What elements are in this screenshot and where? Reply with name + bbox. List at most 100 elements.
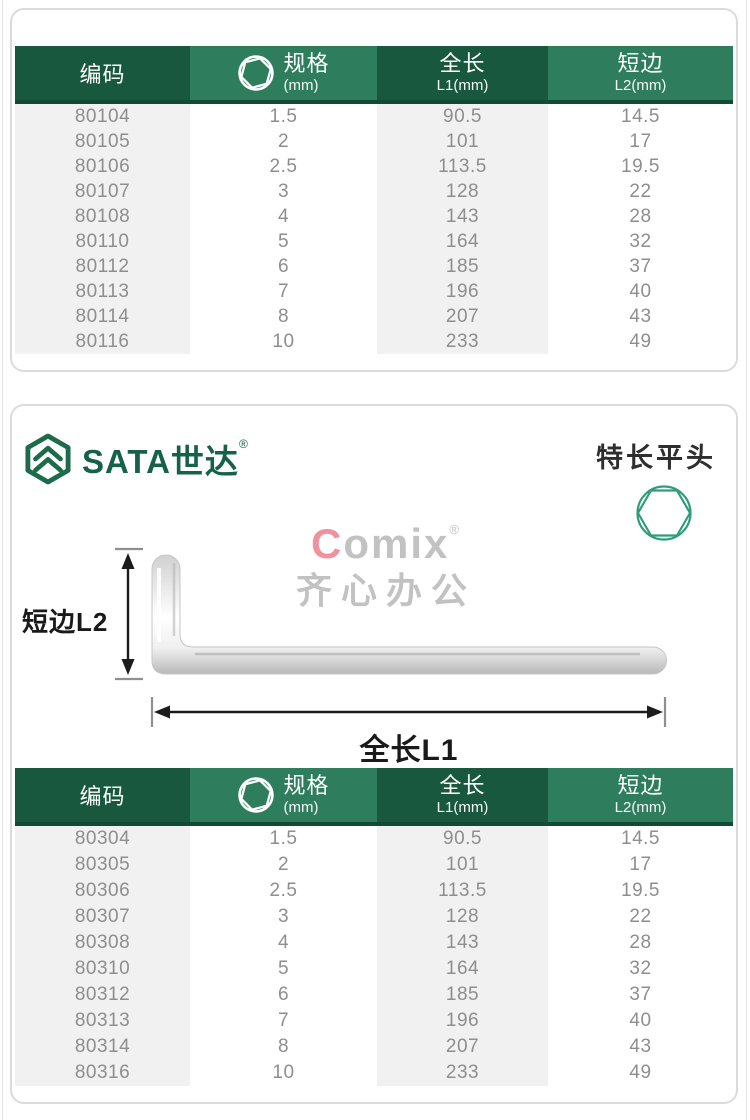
table-cell: 6 xyxy=(277,256,290,277)
table-cell: 80105 xyxy=(15,129,190,154)
table-row: 80316 10 233 49 xyxy=(15,1060,733,1086)
table-cell: 6 xyxy=(277,984,290,1005)
hex-profile-icon xyxy=(634,483,694,543)
table-cell: 49 xyxy=(629,331,652,352)
table-row: 80104 1.5 90.5 14.5 xyxy=(15,104,733,129)
table-cell: 37 xyxy=(629,256,652,277)
table-cell: 40 xyxy=(629,1010,652,1031)
table-cell: 143 xyxy=(377,930,548,956)
table-cell: 80306 xyxy=(15,878,190,904)
table-row: 80106 2.5 113.5 19.5 xyxy=(15,154,733,179)
table-cell: 2.5 xyxy=(269,880,298,901)
table-cell: 1.5 xyxy=(269,106,298,127)
table-cell: 185 xyxy=(377,254,548,279)
table-cell: 7 xyxy=(277,1010,290,1031)
table-cell: 22 xyxy=(629,906,652,927)
table-cell: 80314 xyxy=(15,1034,190,1060)
table-header: 编码 规格 (mm) 全长 L1(mm) xyxy=(15,768,733,826)
table-cell: 43 xyxy=(629,1036,652,1057)
table-cell: 185 xyxy=(377,982,548,1008)
table-cell: 80104 xyxy=(15,104,190,129)
header-cell-spec: 规格 (mm) xyxy=(190,768,377,822)
table-cell: 17 xyxy=(629,131,652,152)
table-cell: 80112 xyxy=(15,254,190,279)
table-cell: 19.5 xyxy=(621,880,660,901)
watermark-c: C xyxy=(311,520,344,567)
table-cell: 80110 xyxy=(15,229,190,254)
table-cell: 19.5 xyxy=(621,156,660,177)
table-cell: 80108 xyxy=(15,204,190,229)
short-header-unit: L2(mm) xyxy=(614,77,667,95)
table-cell: 32 xyxy=(629,958,652,979)
table-row: 80313 7 196 40 xyxy=(15,1008,733,1034)
table-cell: 207 xyxy=(377,1034,548,1060)
table-row: 80306 2.5 113.5 19.5 xyxy=(15,878,733,904)
length-header-label: 全长 xyxy=(439,51,486,77)
table-cell: 14.5 xyxy=(621,828,660,849)
short-header-unit: L2(mm) xyxy=(614,799,667,817)
code-header-label: 编码 xyxy=(79,784,126,809)
table-cell: 128 xyxy=(377,179,548,204)
table-cell: 164 xyxy=(377,956,548,982)
table-row: 80112 6 185 37 xyxy=(15,254,733,279)
table-cell: 5 xyxy=(277,958,290,979)
header-cell-code: 编码 xyxy=(15,768,190,822)
table-cell: 28 xyxy=(629,206,652,227)
table-row: 80308 4 143 28 xyxy=(15,930,733,956)
table-cell: 80116 xyxy=(15,329,190,354)
table-cell: 90.5 xyxy=(377,104,548,129)
watermark-rest: omix xyxy=(343,520,450,567)
table-cell: 80313 xyxy=(15,1008,190,1034)
header-cell-short-side: 短边 L2(mm) xyxy=(548,46,733,100)
table-cell: 80106 xyxy=(15,154,190,179)
table-cell: 49 xyxy=(629,1062,652,1083)
length-header-unit: L1(mm) xyxy=(436,799,489,817)
spec-header-label: 规格 xyxy=(283,51,330,77)
spec-header-label: 规格 xyxy=(283,773,330,799)
table-row: 80108 4 143 28 xyxy=(15,204,733,229)
total-length-label: 全长L1 xyxy=(359,734,459,767)
table-row: 80307 3 128 22 xyxy=(15,904,733,930)
table-body: 80104 1.5 90.5 14.5 80105 2 101 17 80106 2.5 113.5… xyxy=(15,104,733,354)
table-cell: 17 xyxy=(629,854,652,875)
brand-name: SATA世达 xyxy=(82,443,239,480)
table-cell: 22 xyxy=(629,181,652,202)
watermark: Comix® 齐心办公 xyxy=(186,523,586,609)
table-cell: 196 xyxy=(377,279,548,304)
table-cell: 143 xyxy=(377,204,548,229)
brand-logo: SATA世达 ® xyxy=(22,432,249,486)
table-cell: 80113 xyxy=(15,279,190,304)
header-cell-code: 编码 xyxy=(15,46,190,100)
length-header-unit: L1(mm) xyxy=(436,77,489,95)
spec-header-unit: (mm) xyxy=(283,77,319,95)
length-header-label: 全长 xyxy=(439,773,486,799)
table-cell: 196 xyxy=(377,1008,548,1034)
table-row: 80107 3 128 22 xyxy=(15,179,733,204)
table-cell: 207 xyxy=(377,304,548,329)
code-header-label: 编码 xyxy=(79,62,126,87)
hex-socket-icon xyxy=(237,54,275,92)
table-cell: 2.5 xyxy=(269,156,298,177)
table-cell: 2 xyxy=(277,131,290,152)
table-cell: 7 xyxy=(277,281,290,302)
table-cell: 80316 xyxy=(15,1060,190,1086)
table-cell: 101 xyxy=(377,129,548,154)
table-row: 80114 8 207 43 xyxy=(15,304,733,329)
table-cell: 3 xyxy=(277,906,290,927)
table-cell: 4 xyxy=(277,206,290,227)
table-row: 80312 6 185 37 xyxy=(15,982,733,1008)
table-row: 80113 7 196 40 xyxy=(15,279,733,304)
table-cell: 113.5 xyxy=(377,154,548,179)
table-row: 80110 5 164 32 xyxy=(15,229,733,254)
table-cell: 80310 xyxy=(15,956,190,982)
page-left-edge xyxy=(2,0,3,1120)
table-cell: 80312 xyxy=(15,982,190,1008)
page-right-edge xyxy=(746,0,747,1120)
table-cell: 8 xyxy=(277,306,290,327)
table-row: 80105 2 101 17 xyxy=(15,129,733,154)
table-cell: 164 xyxy=(377,229,548,254)
table-cell: 40 xyxy=(629,281,652,302)
short-side-dimension-arrow xyxy=(115,547,143,681)
table-cell: 80305 xyxy=(15,852,190,878)
total-length-dimension-arrow xyxy=(150,697,667,727)
